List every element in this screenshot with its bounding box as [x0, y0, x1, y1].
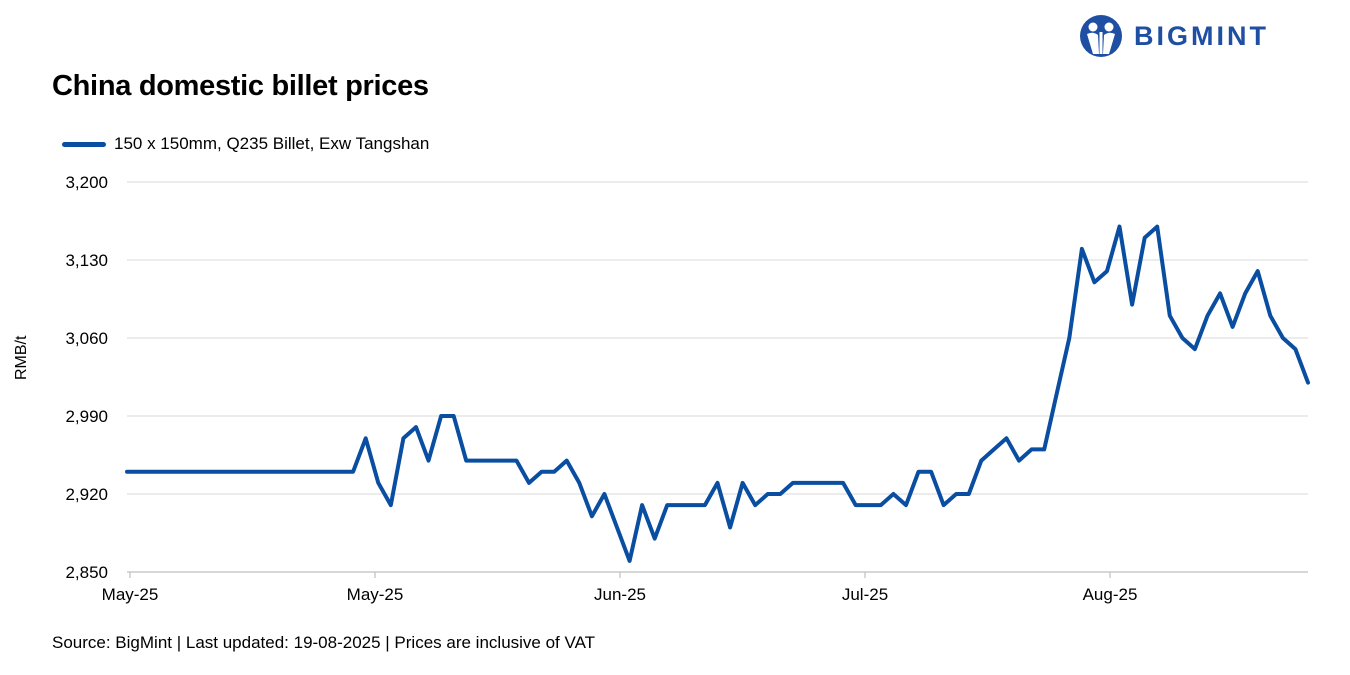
source-note: Source: BigMint | Last updated: 19-08-20…: [52, 633, 595, 653]
y-tick-label: 3,130: [65, 251, 108, 270]
y-tick-label: 2,850: [65, 563, 108, 582]
grid-lines: [127, 182, 1308, 494]
x-axis: [127, 572, 1308, 578]
x-tick-label: Jun-25: [594, 585, 646, 604]
series-line: [127, 227, 1308, 561]
x-tick-label: Jul-25: [842, 585, 888, 604]
x-tick-label: May-25: [102, 585, 159, 604]
x-tick-labels: May-25 May-25 Jun-25 Jul-25 Aug-25: [102, 585, 1138, 604]
y-tick-labels: 2,850 2,920 2,990 3,060 3,130 3,200: [65, 173, 108, 582]
series-lines: [127, 227, 1308, 561]
x-tick-label: Aug-25: [1083, 585, 1138, 604]
y-tick-label: 3,060: [65, 329, 108, 348]
y-tick-label: 2,990: [65, 407, 108, 426]
y-tick-label: 2,920: [65, 485, 108, 504]
x-tick-label: May-25: [347, 585, 404, 604]
y-tick-label: 3,200: [65, 173, 108, 192]
